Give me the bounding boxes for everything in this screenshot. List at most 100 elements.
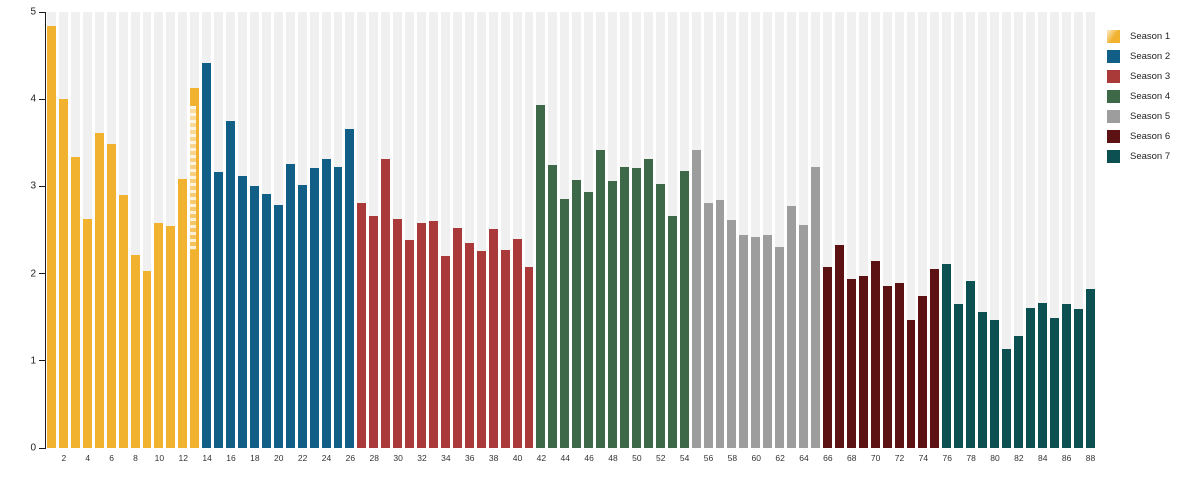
x-tick-label-62: 62 (775, 453, 785, 463)
bar-slot-episode-66 (822, 12, 834, 448)
x-tick-empty (524, 451, 536, 465)
x-tick-label-60: 60 (751, 453, 762, 463)
background-stripe (405, 12, 415, 448)
background-stripe (918, 12, 928, 448)
bar-episode-82-season-7 (1013, 335, 1023, 448)
bar-slot-episode-53 (667, 12, 679, 448)
legend-item-season-4: Season 4 (1107, 86, 1170, 106)
bar-episode-41-season-3 (524, 266, 534, 448)
bar-slot-episode-58 (726, 12, 738, 448)
x-tick-label-78: 78 (966, 453, 976, 463)
bar-slot-episode-88 (1085, 12, 1097, 448)
legend-item-season-3: Season 3 (1107, 66, 1170, 86)
bar-slot-episode-6 (106, 12, 118, 448)
background-stripe (500, 12, 510, 448)
bar-slot-episode-24 (321, 12, 333, 448)
bar-slot-episode-54 (679, 12, 691, 448)
x-tick-empty (619, 451, 631, 465)
y-tick-label-2: 2 (30, 268, 36, 280)
legend-swatch-season-3 (1107, 69, 1120, 83)
x-tick-label-66: 66 (823, 453, 833, 463)
bar-episode-24-season-2 (321, 159, 331, 448)
x-tick-label-46: 46 (584, 453, 594, 463)
bar-episode-22-season-2 (297, 184, 307, 448)
x-tick-label-70: 70 (870, 453, 881, 463)
bar-episode-31-season-3 (405, 239, 415, 448)
x-tick-label-64: 64 (799, 453, 809, 463)
y-tick-0 (39, 447, 45, 449)
x-tick-label-2: 2 (61, 453, 67, 463)
bar-episode-10-season-1 (154, 223, 164, 448)
background-stripe (464, 12, 474, 448)
bar-episode-37-season-3 (476, 250, 486, 448)
bar-slot-episode-8 (130, 12, 142, 448)
bar-slot-episode-61 (762, 12, 774, 448)
bar-slot-episode-10 (153, 12, 165, 448)
bar-episode-79-season-7 (978, 311, 988, 448)
background-stripe (739, 12, 749, 448)
x-tick-label-42: 42 (536, 453, 547, 463)
bar-episode-34-season-3 (440, 256, 450, 448)
bar-episode-3-season-1 (70, 156, 80, 448)
bar-slot-episode-5 (94, 12, 106, 448)
background-stripe (822, 12, 832, 448)
x-tick-label-58: 58 (727, 453, 738, 463)
bar-episode-61-season-5 (763, 235, 773, 448)
bar-episode-69-season-6 (858, 276, 868, 448)
x-tick-label-72: 72 (894, 453, 905, 463)
x-tick-label-76: 76 (942, 453, 953, 463)
x-tick-empty (428, 451, 440, 465)
legend-label-season-6: Season 6 (1130, 130, 1171, 142)
x-tick-label-18: 18 (250, 453, 260, 463)
x-tick-label-50: 50 (632, 453, 642, 463)
x-tick-empty (165, 451, 177, 465)
bar-slot-episode-16 (225, 12, 237, 448)
legend: Season 1 Season 2 Season 3 Season 4 Season 5… (1107, 26, 1170, 166)
x-tick-empty (786, 451, 798, 465)
bar-slot-episode-57 (715, 12, 727, 448)
bar-slot-episode-14 (201, 12, 213, 448)
y-tick-5 (39, 11, 45, 13)
bar-slot-episode-78 (965, 12, 977, 448)
bar-episode-5-season-1 (94, 133, 104, 448)
bar-episode-27-season-3 (357, 202, 367, 448)
bar-episode-28-season-3 (369, 216, 379, 448)
legend-item-season-5: Season 5 (1107, 106, 1170, 126)
x-tick-empty (94, 451, 106, 465)
bar-slot-episode-34 (440, 12, 452, 448)
x-tick-label-56: 56 (703, 453, 714, 463)
bar-episode-65-season-5 (811, 167, 820, 448)
x-tick-empty (189, 451, 201, 465)
x-tick-empty (70, 451, 82, 465)
bar-slot-episode-56 (703, 12, 715, 448)
x-tick-empty (715, 451, 727, 465)
x-tick-label-34: 34 (441, 453, 451, 463)
background-stripe (1013, 12, 1023, 448)
bar-slot-episode-11 (165, 12, 177, 448)
x-tick-empty (380, 451, 392, 465)
bar-slot-episode-81 (1001, 12, 1013, 448)
bar-episode-14-season-2 (202, 62, 212, 448)
x-tick-empty (547, 451, 559, 465)
legend-item-season-1: Season 1 (1107, 26, 1170, 46)
x-tick-label-16: 16 (226, 453, 236, 463)
bar-slot-episode-17 (237, 12, 249, 448)
bar-episode-47-season-4 (596, 149, 606, 448)
bar-episode-80-season-7 (990, 319, 999, 448)
x-tick-label-86: 86 (1061, 453, 1072, 463)
bar-slot-episode-29 (380, 12, 392, 448)
background-stripe (990, 12, 999, 448)
bar-episode-48-season-4 (608, 181, 617, 448)
bar-episode-44-season-4 (560, 198, 570, 448)
bar-slot-episode-74 (917, 12, 929, 448)
bar-slot-episode-43 (547, 12, 559, 448)
x-tick-label-54: 54 (679, 453, 690, 463)
bar-slot-episode-13 (189, 12, 201, 448)
x-tick-label-30: 30 (393, 453, 403, 463)
bar-slot-episode-46 (583, 12, 595, 448)
x-tick-empty (142, 451, 154, 465)
bar-episode-8-season-1 (130, 255, 140, 448)
bar-episode-4-season-1 (82, 218, 92, 448)
bar-episode-40-season-3 (512, 238, 522, 448)
